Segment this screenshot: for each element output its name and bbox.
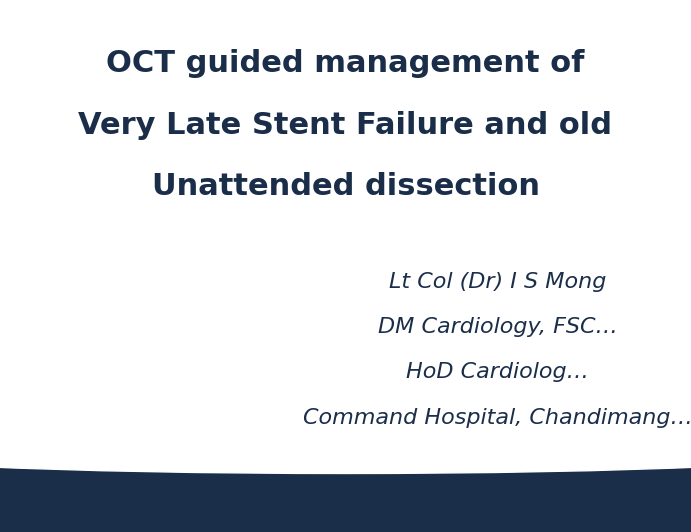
Text: OCT guided management of: OCT guided management of bbox=[106, 49, 585, 78]
Text: Unattended dissection: Unattended dissection bbox=[151, 172, 540, 201]
Text: DM Cardiology, FSC…: DM Cardiology, FSC… bbox=[378, 317, 617, 337]
Text: Lt Col (Dr) I S Mong: Lt Col (Dr) I S Mong bbox=[389, 272, 606, 292]
Text: Very Late Stent Failure and old: Very Late Stent Failure and old bbox=[79, 111, 612, 139]
Bar bbox=[0, 452, 691, 532]
Text: HoD Cardiolog…: HoD Cardiolog… bbox=[406, 362, 589, 383]
Ellipse shape bbox=[0, 426, 691, 473]
Text: Command Hospital, Chandimang…: Command Hospital, Chandimang… bbox=[303, 408, 691, 428]
